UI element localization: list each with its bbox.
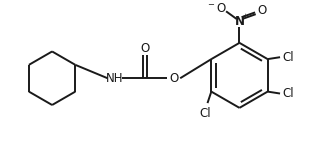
Text: $^-$O: $^-$O <box>206 2 227 15</box>
Text: O: O <box>140 42 149 55</box>
Text: N: N <box>234 15 244 28</box>
Text: NH: NH <box>106 72 123 85</box>
Text: O: O <box>169 72 178 85</box>
Text: $^+$: $^+$ <box>241 12 249 21</box>
Text: O: O <box>258 4 267 17</box>
Text: Cl: Cl <box>283 51 294 64</box>
Text: Cl: Cl <box>200 107 211 120</box>
Text: Cl: Cl <box>283 87 294 100</box>
